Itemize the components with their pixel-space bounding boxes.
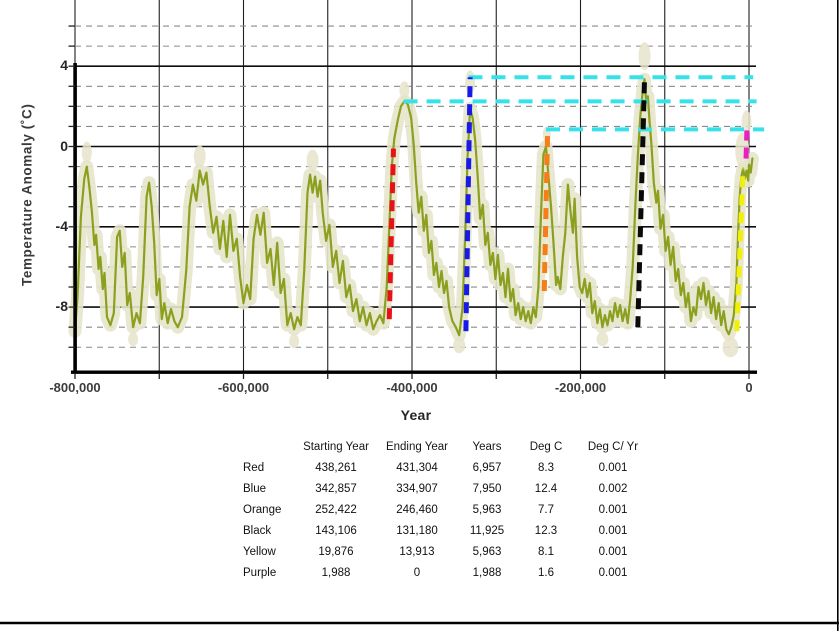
table-cell: 13,913 xyxy=(399,545,435,558)
uncertainty-spot xyxy=(81,141,92,164)
orange-warming-line xyxy=(541,130,551,292)
temperature-curve xyxy=(73,78,754,337)
x-axis-title: Year xyxy=(400,407,432,423)
table-header: Starting Year xyxy=(303,440,369,453)
table-cell: 5,963 xyxy=(472,503,502,516)
table-cell: 0.001 xyxy=(598,545,628,558)
table-cell: 1.6 xyxy=(538,566,554,579)
uncertainty-spot xyxy=(289,334,300,349)
x-tick-label: -800,000 xyxy=(49,380,101,395)
x-tick-label: -200,000 xyxy=(554,380,607,395)
x-axis-spine xyxy=(71,370,757,374)
black-warming-line xyxy=(635,79,648,328)
table-cell: 0.001 xyxy=(598,566,628,579)
table-header: Ending Year xyxy=(385,440,449,453)
table-cell: 246,460 xyxy=(396,503,438,516)
table-cell: 143,106 xyxy=(315,524,357,537)
warming-stats-table: Starting Year Ending Year Years Deg C Deg C/… xyxy=(240,436,650,583)
blue-warming-line xyxy=(463,77,473,332)
uncertainty-spot xyxy=(306,149,319,172)
row-color-label: Red xyxy=(243,461,265,474)
table-cell: 11,925 xyxy=(469,524,505,537)
row-color-label: Yellow xyxy=(243,545,276,558)
table-cell: 12.3 xyxy=(534,524,558,537)
table-header xyxy=(240,436,296,457)
table-cell: 0.002 xyxy=(598,482,628,495)
table-cell: 1,988 xyxy=(472,566,502,579)
table-header: Deg C xyxy=(529,440,563,453)
y-tick-label: -4 xyxy=(55,217,68,234)
table-cell: 8.1 xyxy=(538,545,554,558)
uncertainty-spot xyxy=(722,337,739,358)
y-axis-spine xyxy=(73,63,77,373)
uncertainty-spot xyxy=(596,332,609,347)
table-cell: 1,988 xyxy=(321,566,351,579)
table-cell: 252,422 xyxy=(315,503,357,516)
table-cell: 0.001 xyxy=(598,524,628,537)
table-cell: 431,304 xyxy=(396,461,438,474)
y-tick-label: 0 xyxy=(60,137,68,154)
table-cell: 7.7 xyxy=(538,503,554,516)
row-color-label: Purple xyxy=(243,566,277,579)
yellow-warming-line xyxy=(734,168,746,332)
uncertainty-spot xyxy=(453,337,466,354)
y-axis-title: Temperature Anomaly (˚C) xyxy=(19,103,35,287)
y-tick-label: -8 xyxy=(55,298,68,315)
table-cell: 7,950 xyxy=(472,482,502,495)
x-tick-label: 0 xyxy=(745,380,753,395)
table-cell: 6,957 xyxy=(472,461,502,474)
red-warming-line xyxy=(386,148,396,320)
uncertainty-spot xyxy=(399,81,410,100)
table-cell: 19,876 xyxy=(318,545,354,558)
uncertainty-spot xyxy=(128,332,139,347)
row-color-label: Blue xyxy=(243,482,267,495)
purple-warming-line xyxy=(743,130,750,159)
table-header: Years xyxy=(472,440,502,453)
table-cell: 0.001 xyxy=(598,461,628,474)
table-cell: 334,907 xyxy=(396,482,438,495)
table-cell: 5,963 xyxy=(472,545,502,558)
uncertainty-spot xyxy=(638,42,651,71)
row-color-label: Orange xyxy=(243,503,282,516)
x-tick-label: -400,000 xyxy=(386,380,438,395)
table-cell: 8.3 xyxy=(538,461,554,474)
table-cell: 438,261 xyxy=(315,461,357,474)
table-cell: 0 xyxy=(413,566,421,579)
x-tick-label: -600,000 xyxy=(217,380,270,395)
y-tick-label: 4 xyxy=(60,57,68,74)
row-color-label: Black xyxy=(243,524,272,537)
uncertainty-spot xyxy=(193,145,206,168)
table-cell: 12.4 xyxy=(534,482,558,495)
table-cell: 131,180 xyxy=(396,524,438,537)
table-header: Deg C/ Yr xyxy=(587,440,639,453)
table-cell: 0.001 xyxy=(598,503,628,516)
table-cell: 342,857 xyxy=(315,482,357,495)
uncertainty-spot xyxy=(741,110,752,135)
